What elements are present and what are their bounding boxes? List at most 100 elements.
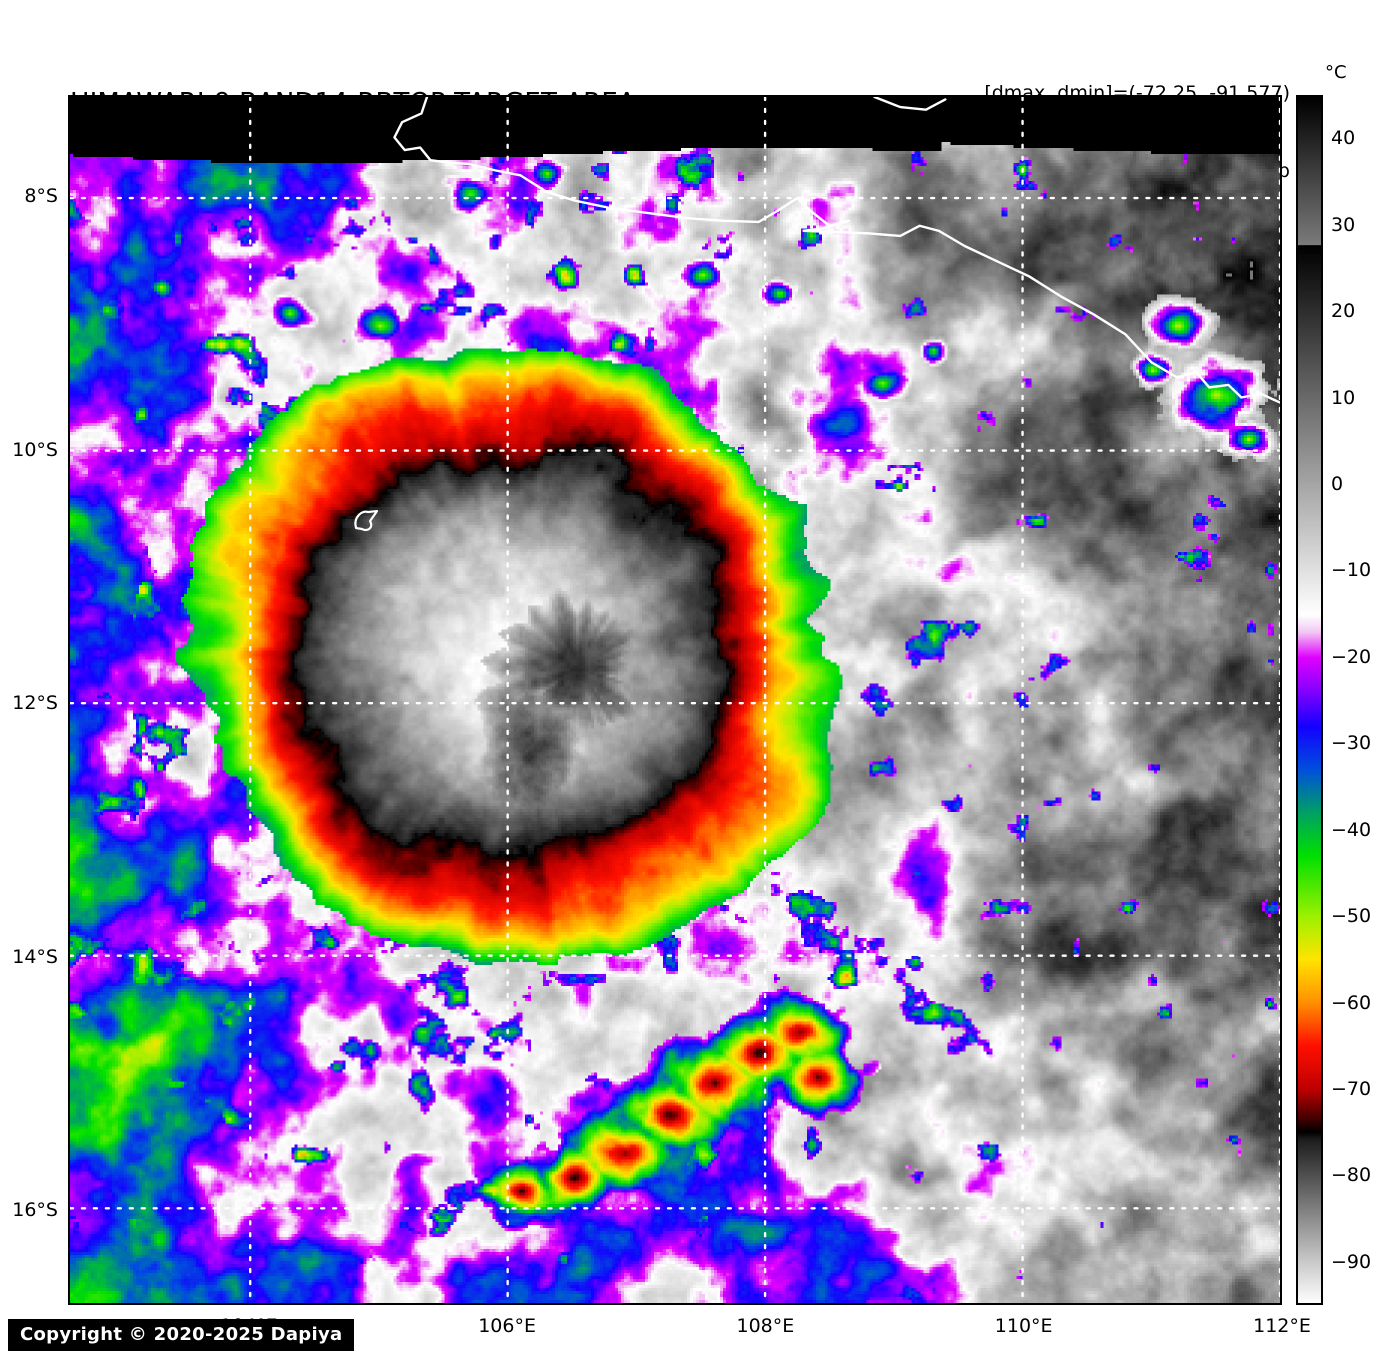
colorbar-segment [1298,377,1321,381]
colorbar-segment [1298,458,1321,462]
colorbar-segment [1298,1139,1321,1142]
colorbar-segment [1298,569,1321,572]
colorbar-segment [1298,410,1321,414]
colorbar-segment [1298,1203,1321,1206]
colorbar-segment [1298,1134,1321,1137]
colorbar-segment [1298,822,1321,825]
colorbar-segment [1298,414,1321,417]
colorbar-segment [1298,519,1321,522]
colorbar-segment [1298,525,1321,529]
colorbar-segment [1298,1127,1321,1130]
colorbar-segment [1298,1271,1321,1275]
colorbar-segment [1298,584,1321,588]
colorbar-segment [1298,1185,1321,1189]
colorbar-segment [1298,522,1321,526]
colorbar-segment [1298,572,1321,576]
colorbar-segment [1298,898,1321,901]
colorbar-segment [1298,334,1321,338]
colorbar-segment [1298,198,1321,202]
colorbar-segment [1298,639,1321,643]
colorbar-segment [1298,891,1321,894]
colorbar-segment [1298,700,1321,703]
colorbar-segment [1298,167,1321,171]
colorbar-segment [1298,1265,1321,1268]
colorbar-segment [1298,958,1321,961]
colorbar-segment [1298,918,1321,922]
colorbar-segment [1298,544,1321,548]
colorbar-segment [1298,1099,1321,1103]
colorbar-segment [1298,1051,1321,1054]
colorbar-segment [1298,505,1321,508]
colorbar-segment [1298,300,1321,303]
colorbar-segment [1298,877,1321,880]
colorbar-segment [1298,770,1321,774]
colorbar-segment [1298,314,1321,317]
colorbar-segment [1298,496,1321,500]
colorbar-segment [1298,326,1321,329]
colorbar-segment [1298,868,1321,872]
colorbar-tick-label: −10 [1331,559,1372,582]
y-axis-tick-label: 16°S [12,1198,58,1221]
colorbar-segment [1298,267,1321,271]
colorbar-tick-label: 20 [1331,300,1356,323]
colorbar-segment [1298,636,1321,639]
colorbar-segment [1298,991,1321,994]
satellite-imagery-canvas [70,97,1280,1303]
colorbar-segment [1298,923,1321,927]
colorbar-segment [1298,448,1321,451]
colorbar-segment [1298,889,1321,893]
colorbar-segment [1298,672,1321,675]
colorbar-segment [1298,119,1321,122]
colorbar-segment [1298,376,1321,379]
colorbar-segment [1298,960,1321,963]
colorbar-segment [1298,874,1321,877]
colorbar-segment [1298,115,1321,119]
colorbar-segment [1298,529,1321,532]
colorbar-segment [1298,117,1321,121]
colorbar-segment [1298,755,1321,758]
colorbar-segment [1298,861,1321,865]
colorbar-segment [1298,110,1321,114]
colorbar-segment [1298,557,1321,560]
colorbar-segment [1298,846,1321,849]
colorbar-segment [1298,675,1321,679]
colorbar-segment [1298,498,1321,501]
colorbar-segment [1298,346,1321,350]
colorbar-tick-label: 10 [1331,386,1356,409]
x-axis-tick-label: 110°E [994,1315,1053,1337]
colorbar-segment [1298,474,1321,477]
colorbar-segment [1298,281,1321,284]
colorbar-segment [1298,1049,1321,1053]
colorbar-segment [1298,632,1321,636]
colorbar-segment [1298,660,1321,663]
colorbar-segment [1298,961,1321,965]
colorbar-segment [1298,575,1321,579]
colorbar-segment [1298,1006,1321,1010]
colorbar-segment [1298,1259,1321,1263]
colorbar-segment [1298,656,1321,660]
colorbar-segment [1298,562,1321,565]
colorbar-segment [1298,646,1321,650]
colorbar-segment [1298,272,1321,276]
colorbar-segment [1298,188,1321,191]
colorbar-segment [1298,441,1321,445]
colorbar-segment [1298,705,1321,708]
colorbar-segment [1298,513,1321,517]
colorbar-segment [1298,1151,1321,1154]
colorbar-segment [1298,1158,1321,1161]
colorbar-segment [1298,248,1321,252]
colorbar-segment [1298,608,1321,612]
colorbar-segment [1298,939,1321,942]
colorbar-segment [1298,150,1321,153]
y-axis-tick-label: 8°S [24,185,58,208]
colorbar-segment [1298,879,1321,882]
colorbar-segment [1298,1290,1321,1294]
colorbar-segment [1298,937,1321,941]
colorbar-segment [1298,438,1321,441]
colorbar-segment [1298,207,1321,210]
island-outline-overlay [873,97,947,111]
colorbar-segment [1298,381,1321,384]
colorbar-segment [1298,648,1321,651]
colorbar-segment [1298,1094,1321,1098]
colorbar-segment [1298,374,1321,377]
